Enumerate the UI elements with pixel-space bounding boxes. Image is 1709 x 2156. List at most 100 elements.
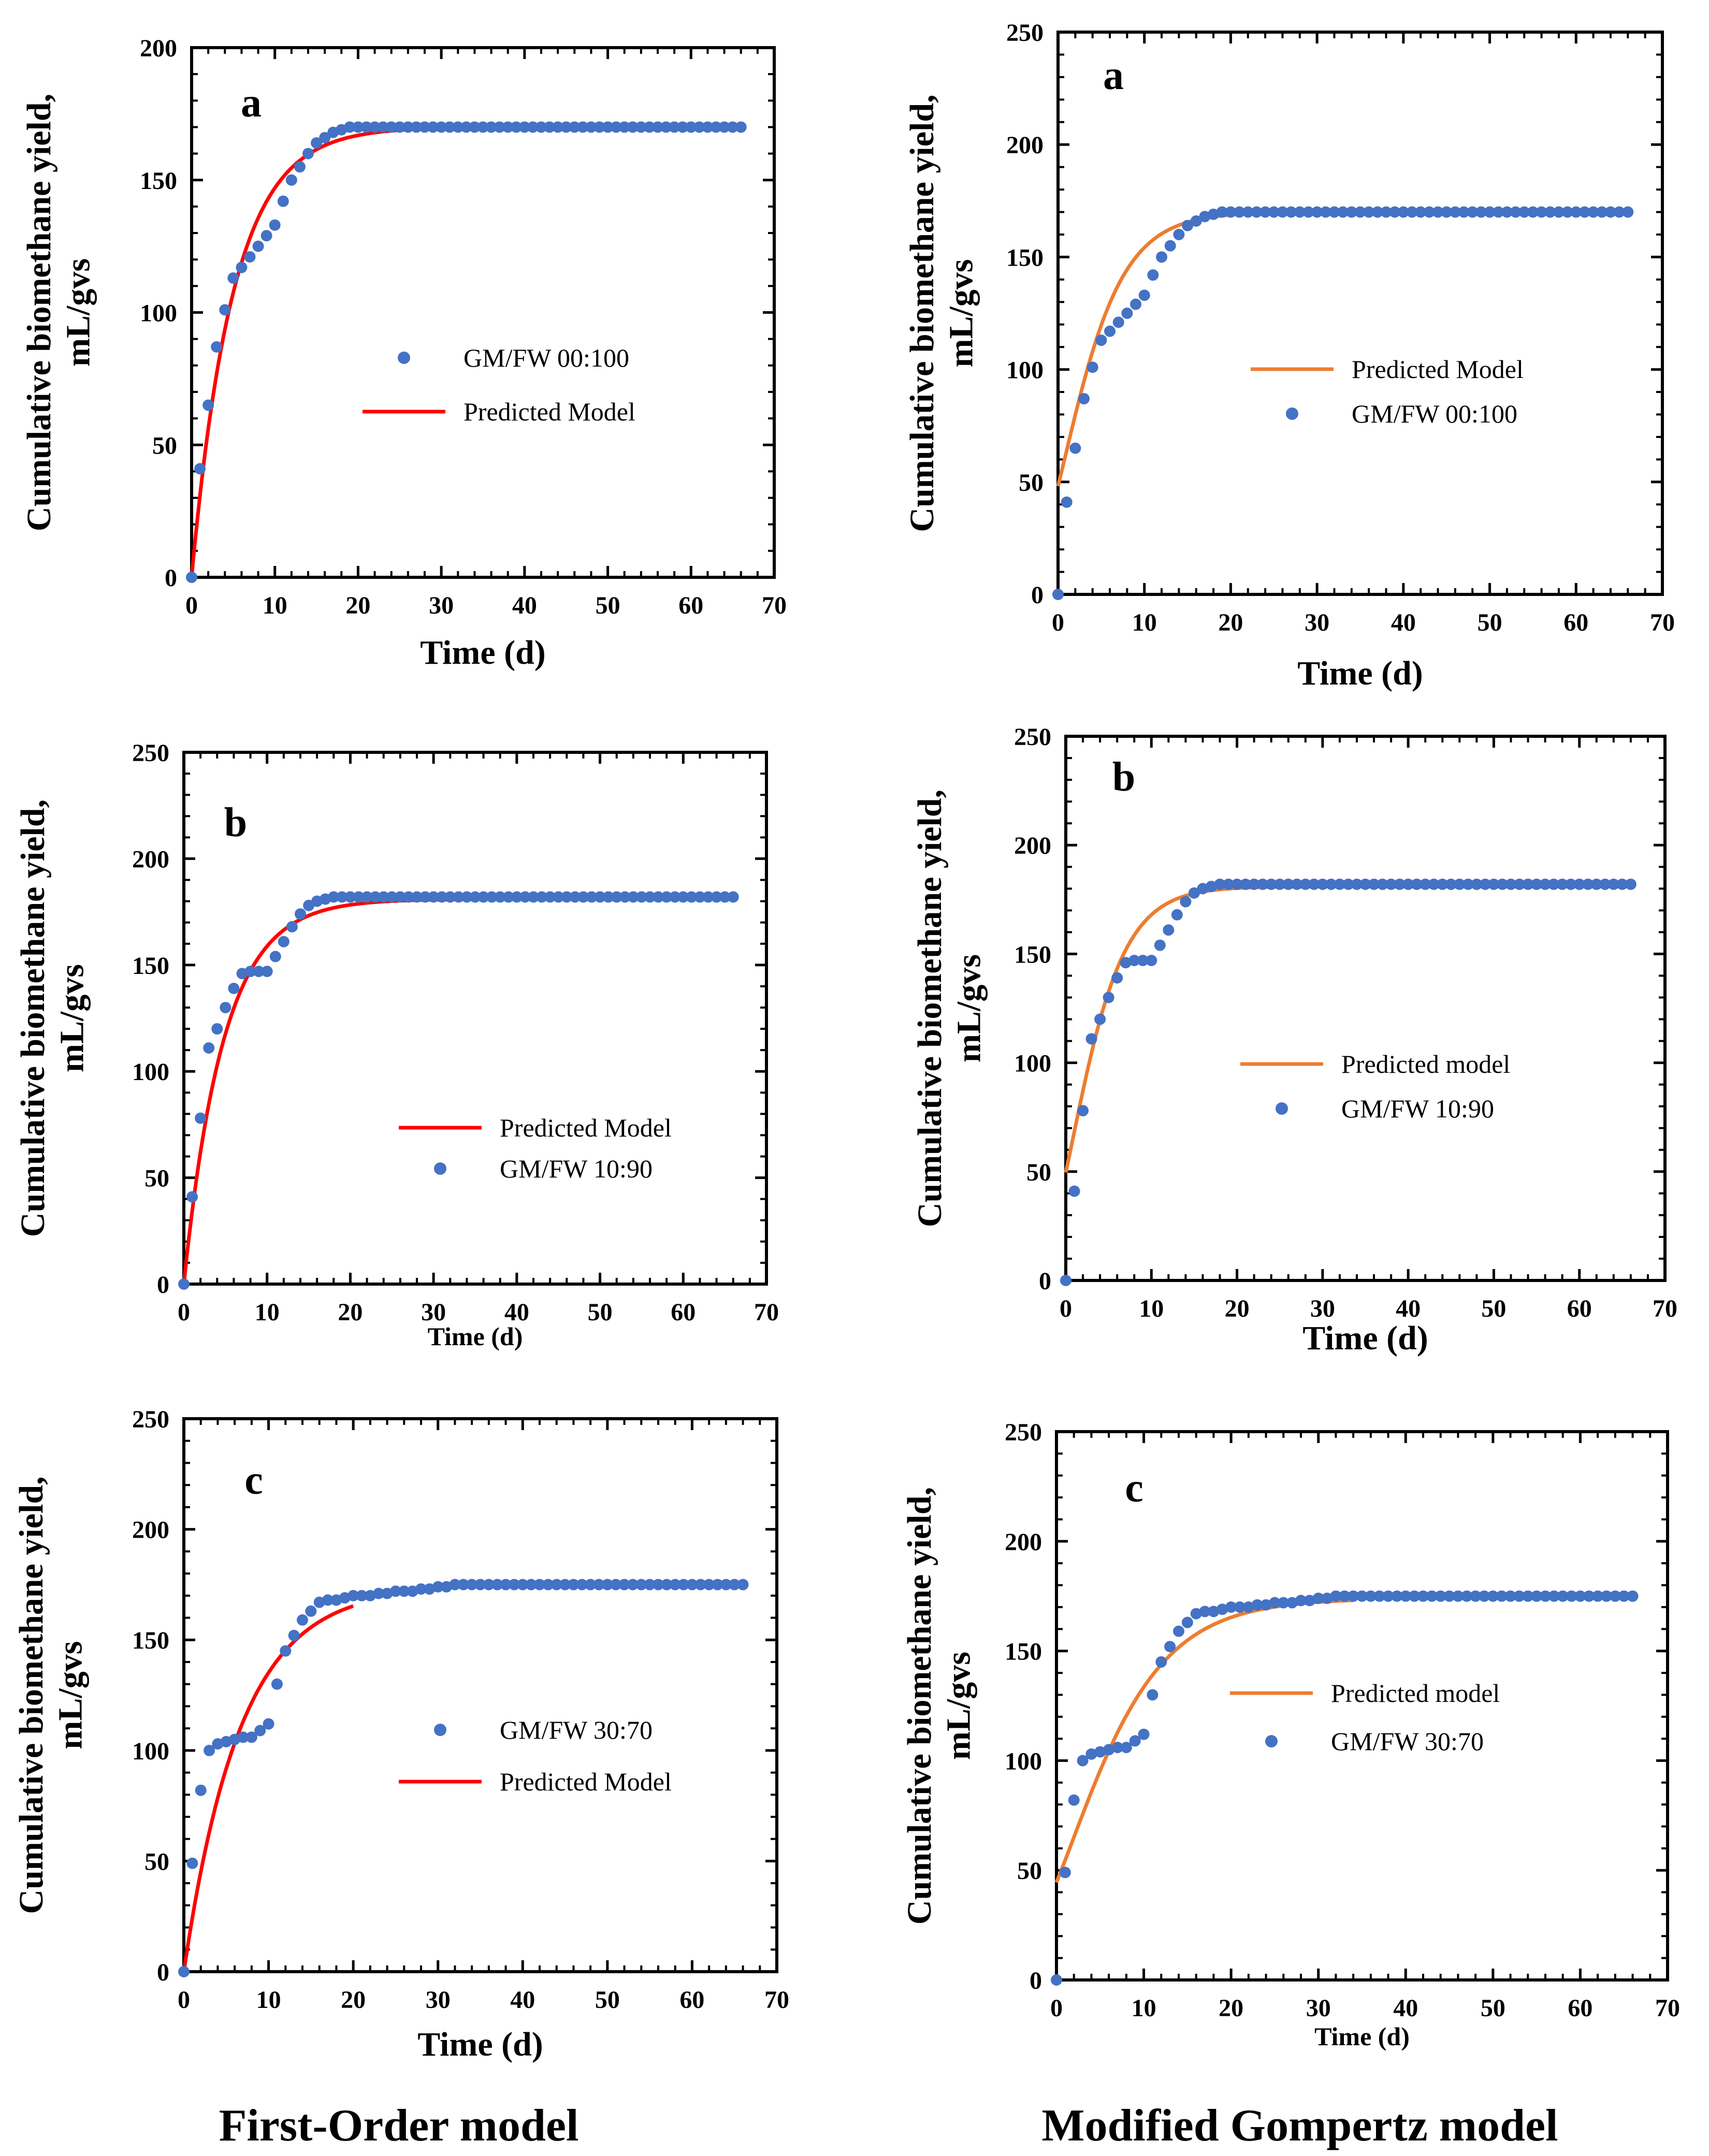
- observed-point: [1199, 211, 1211, 223]
- x-tick-label: 0: [1060, 1295, 1072, 1322]
- observed-point: [653, 891, 664, 903]
- panel-letter: b: [1112, 754, 1136, 800]
- x-tick-label: 40: [1393, 1994, 1418, 2022]
- observed-point: [1147, 269, 1159, 281]
- observed-point: [469, 121, 481, 133]
- observed-point: [1622, 206, 1634, 218]
- legend-label: Predicted Model: [464, 397, 635, 426]
- y-axis-label-line-1: Cumulative biomethane yield,: [901, 1487, 938, 1925]
- observed-point: [452, 121, 464, 133]
- observed-point: [494, 891, 506, 903]
- plot-frame: [1056, 31, 1664, 596]
- chart-panel-2: 0 10 20 30 40 50 60 70 0 50 100 150 200 250 Time (d) Cu…: [903, 19, 1675, 692]
- observed-point: [602, 121, 614, 133]
- observed-point: [444, 121, 456, 133]
- observed-point: [1354, 206, 1366, 218]
- observed-point: [1294, 206, 1306, 218]
- observed-point: [1470, 1590, 1482, 1602]
- observed-point: [286, 921, 298, 933]
- observed-point: [1068, 1794, 1080, 1806]
- observed-point: [693, 121, 705, 133]
- chart-panel-6: 0 10 20 30 40 50 60 70 0 50 100 150 200 250 Time (d) Cu…: [901, 1419, 1680, 2051]
- legend-label: Predicted Model: [1352, 355, 1524, 384]
- observed-point: [1302, 206, 1314, 218]
- observed-point: [611, 891, 622, 903]
- x-axis-label: Time (d): [417, 2026, 543, 2063]
- observed-point: [356, 1590, 368, 1601]
- observed-point: [410, 121, 422, 133]
- panel-letter: c: [244, 1458, 263, 1503]
- x-tick-label: 20: [341, 1986, 366, 2014]
- x-tick-label: 60: [678, 592, 703, 619]
- observed-point: [508, 1579, 520, 1591]
- y-axis-label-line-2: mL/gvs: [940, 1652, 978, 1760]
- panel-letter: b: [224, 800, 248, 846]
- observed-point: [344, 891, 356, 903]
- observed-point: [1269, 1597, 1281, 1609]
- observed-point: [336, 891, 348, 903]
- observed-point: [1548, 1590, 1560, 1602]
- observed-point: [502, 891, 514, 903]
- observed-point: [1208, 208, 1220, 220]
- observed-point: [195, 1784, 207, 1796]
- observed-point: [727, 891, 739, 903]
- observed-point: [1164, 1641, 1176, 1653]
- x-tick-label: 0: [178, 1299, 190, 1326]
- y-tick-label: 200: [132, 1517, 169, 1544]
- observed-point: [1411, 878, 1423, 890]
- observed-point: [1274, 878, 1286, 890]
- observed-point: [347, 1590, 359, 1601]
- observed-point: [577, 891, 589, 903]
- x-tick-label: 50: [1481, 1994, 1505, 2022]
- observed-point: [1234, 206, 1245, 218]
- x-tick-label: 70: [1655, 1994, 1680, 2022]
- observed-point: [486, 891, 498, 903]
- x-tick-label: 30: [426, 1986, 451, 2014]
- observed-point: [1428, 878, 1440, 890]
- observed-point: [178, 1966, 190, 1977]
- observed-point: [619, 891, 631, 903]
- observed-point: [559, 1579, 571, 1591]
- observed-point: [1163, 924, 1175, 936]
- observed-point: [252, 240, 264, 252]
- observed-point: [1596, 206, 1608, 218]
- observed-point: [1363, 206, 1375, 218]
- x-tick-label: 50: [595, 1986, 620, 2014]
- observed-point: [1285, 206, 1297, 218]
- y-axis-label: Cumulative biomethane yield,mL/gvs: [901, 1487, 978, 1925]
- x-tick-label: 20: [1225, 1295, 1250, 1322]
- observed-point: [1265, 878, 1277, 890]
- observed-point: [280, 1645, 292, 1657]
- y-axis-label: Cumulative biomethane yield,mL/gvs: [903, 94, 980, 532]
- y-axis-label-line-2: mL/gvs: [950, 954, 988, 1062]
- observed-point: [1077, 1105, 1089, 1117]
- observed-point: [1171, 909, 1183, 921]
- observed-point: [643, 121, 655, 133]
- observed-point: [702, 121, 714, 133]
- observed-point: [253, 966, 265, 978]
- observed-point: [1627, 1590, 1639, 1602]
- observed-point: [686, 1579, 698, 1591]
- x-tick-label: 50: [1481, 1295, 1506, 1322]
- observed-point: [627, 1579, 639, 1591]
- observed-point: [1487, 1590, 1499, 1602]
- observed-point: [517, 1579, 529, 1591]
- observed-point: [1248, 878, 1260, 890]
- y-tick-label: 0: [1031, 581, 1044, 609]
- observed-point: [1112, 316, 1124, 328]
- observed-point: [297, 1614, 308, 1626]
- legend-label: GM/FW 30:70: [1331, 1727, 1484, 1756]
- observed-point: [720, 1579, 732, 1591]
- observed-point: [1382, 1590, 1394, 1602]
- x-tick-label: 60: [1563, 609, 1588, 636]
- observed-point: [560, 121, 572, 133]
- observed-point: [602, 891, 614, 903]
- observed-point: [1225, 1601, 1237, 1613]
- predicted-model-curve: [1056, 210, 1628, 487]
- observed-point: [1190, 1608, 1202, 1620]
- observed-point: [1522, 1590, 1534, 1602]
- observed-point: [1311, 206, 1323, 218]
- observed-point: [477, 121, 489, 133]
- observed-point: [1291, 878, 1303, 890]
- observed-point: [389, 1585, 401, 1597]
